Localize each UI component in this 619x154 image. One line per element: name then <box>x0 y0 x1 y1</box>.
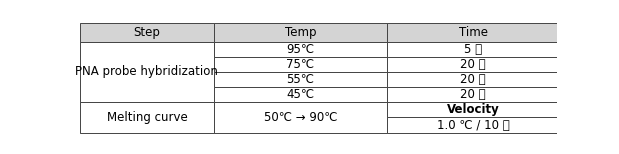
Bar <box>214 23 387 42</box>
Bar <box>214 87 387 102</box>
Text: Temp: Temp <box>285 26 316 39</box>
Text: Step: Step <box>134 26 160 39</box>
Bar <box>387 42 560 57</box>
Text: 50℃ → 90℃: 50℃ → 90℃ <box>264 111 337 124</box>
Bar <box>80 23 214 42</box>
Text: 95℃: 95℃ <box>287 43 314 56</box>
Bar <box>80 42 214 102</box>
Text: Velocity: Velocity <box>447 103 500 116</box>
Bar <box>214 72 387 87</box>
Bar <box>214 57 387 72</box>
Text: Melting curve: Melting curve <box>106 111 188 124</box>
Bar <box>387 118 560 133</box>
Bar <box>387 72 560 87</box>
Bar <box>214 102 387 133</box>
Text: Time: Time <box>459 26 488 39</box>
Text: PNA probe hybridization: PNA probe hybridization <box>76 65 219 78</box>
Text: 20 초: 20 초 <box>461 73 486 86</box>
Bar <box>80 102 214 133</box>
Text: 20 초: 20 초 <box>461 88 486 101</box>
Text: 5 분: 5 분 <box>464 43 482 56</box>
Text: 55℃: 55℃ <box>287 73 314 86</box>
Text: 1.0 ℃ / 10 초: 1.0 ℃ / 10 초 <box>437 119 509 132</box>
Bar <box>387 87 560 102</box>
Text: 20 초: 20 초 <box>461 58 486 71</box>
Bar <box>387 102 560 118</box>
Bar <box>214 42 387 57</box>
Text: 45℃: 45℃ <box>287 88 314 101</box>
Bar <box>387 23 560 42</box>
Text: 75℃: 75℃ <box>287 58 314 71</box>
Bar <box>387 57 560 72</box>
